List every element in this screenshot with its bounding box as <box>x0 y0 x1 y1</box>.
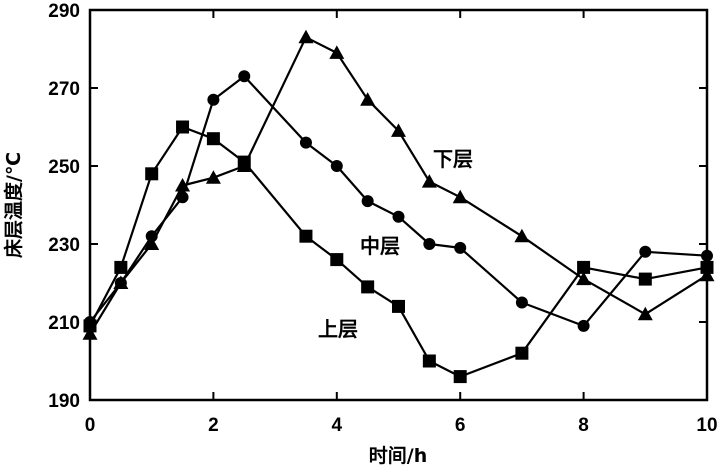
circle-marker <box>515 296 528 309</box>
square-marker <box>361 280 375 294</box>
circle-marker <box>639 245 652 258</box>
square-marker <box>114 260 128 274</box>
square-marker <box>206 132 220 146</box>
square-marker <box>330 253 344 267</box>
x-tick-label: 2 <box>208 415 219 436</box>
y-axis-title: 床层温度/℃ <box>2 152 25 258</box>
triangle-marker <box>637 306 653 321</box>
square-marker <box>700 260 714 274</box>
triangle-marker <box>452 189 468 204</box>
triangle-marker <box>576 271 592 286</box>
series-line-0 <box>89 125 708 378</box>
triangle-marker <box>360 92 376 106</box>
triangle-marker <box>144 236 160 250</box>
triangle-marker <box>236 158 252 172</box>
circle-marker <box>145 230 158 243</box>
y-tick-label: 230 <box>48 235 80 256</box>
triangle-marker <box>82 326 98 340</box>
triangle-marker <box>175 178 191 192</box>
circle-marker <box>207 93 220 106</box>
triangle-marker <box>113 275 129 289</box>
circle-marker <box>701 249 713 262</box>
circle-marker <box>330 160 343 172</box>
series-markers <box>82 29 715 384</box>
y-tick-label: 290 <box>48 1 80 22</box>
square-marker <box>422 354 436 368</box>
circle-marker <box>361 195 374 208</box>
square-marker <box>577 260 591 274</box>
series-label-upper: 上层 <box>318 317 358 341</box>
x-tick-label: 4 <box>332 415 343 436</box>
square-marker <box>176 120 190 134</box>
y-tick-label: 210 <box>48 313 80 334</box>
series-line-2 <box>89 36 708 335</box>
x-tick-label: 8 <box>578 415 589 436</box>
series-label-lower: 下层 <box>433 147 473 171</box>
circle-marker <box>238 70 251 83</box>
axis-tick-labels: 0 2 4 6 8 10 190 210 230 250 270 290 <box>48 1 717 436</box>
square-marker <box>638 272 652 286</box>
triangle-marker <box>298 29 314 44</box>
circle-marker <box>454 241 467 254</box>
circle-marker <box>423 238 436 250</box>
square-marker <box>145 167 159 181</box>
series-lines <box>89 36 708 378</box>
circle-marker <box>577 319 590 332</box>
axis-ticks <box>89 9 708 401</box>
square-marker <box>515 346 529 360</box>
triangle-marker <box>391 123 406 137</box>
circle-marker <box>176 191 189 204</box>
y-tick-label: 270 <box>48 79 80 100</box>
triangle-marker <box>699 267 715 282</box>
triangle-marker <box>514 228 530 243</box>
triangle-marker <box>329 45 345 59</box>
x-axis-title: 时间/h <box>369 445 427 467</box>
x-tick-label: 0 <box>85 415 96 436</box>
circle-marker <box>299 136 312 149</box>
circle-marker <box>392 210 405 223</box>
y-tick-label: 190 <box>48 391 80 412</box>
square-marker <box>299 229 313 243</box>
x-tick-label: 10 <box>696 415 717 436</box>
triangle-marker <box>421 174 437 188</box>
square-marker <box>453 370 467 384</box>
series-label-middle: 中层 <box>360 234 400 258</box>
plot-frame <box>88 8 709 402</box>
triangle-marker <box>205 170 221 184</box>
square-marker <box>392 299 405 313</box>
y-tick-label: 250 <box>48 157 80 178</box>
x-tick-label: 6 <box>455 415 466 436</box>
circle-marker <box>84 316 96 328</box>
